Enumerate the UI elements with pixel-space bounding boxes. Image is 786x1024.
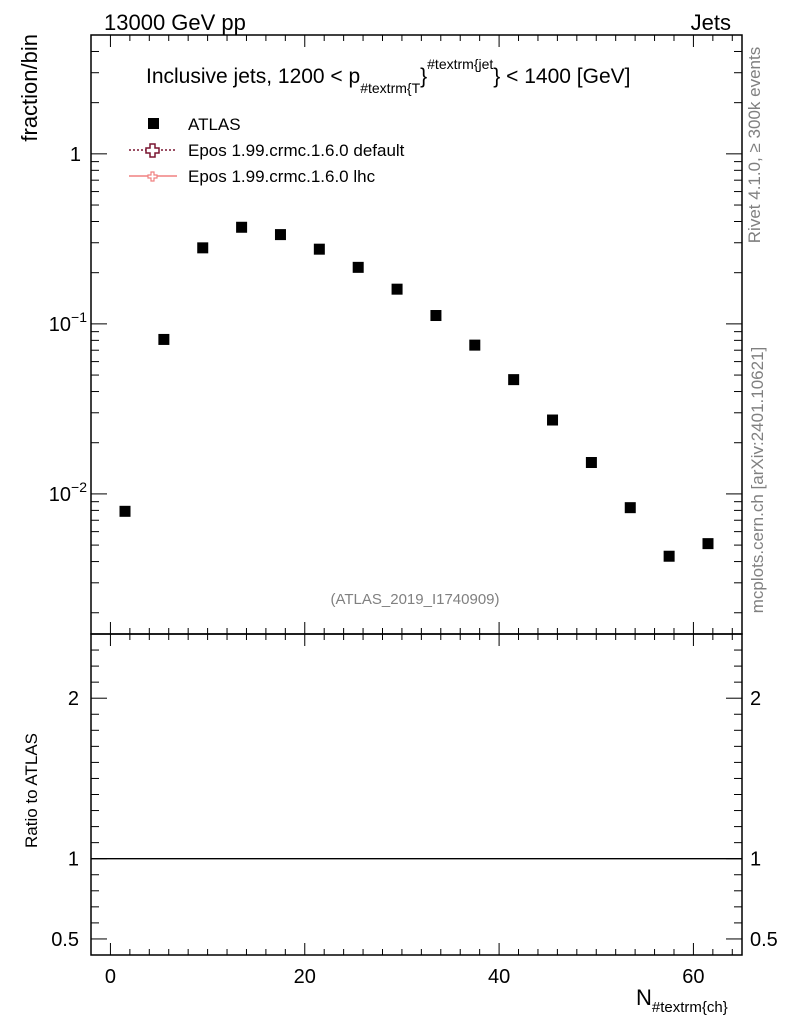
y-axis-label-top: fraction/bin bbox=[17, 34, 42, 142]
y-tick-label-top: 1 bbox=[70, 144, 81, 166]
y-tick-label-bottom-right: 1 bbox=[750, 849, 761, 871]
legend-marker-epos-lhc bbox=[147, 171, 158, 182]
x-tick-label: 20 bbox=[294, 966, 316, 988]
data-point-atlas bbox=[274, 229, 286, 241]
x-tick-label: 0 bbox=[105, 966, 116, 988]
data-point-atlas bbox=[158, 333, 170, 345]
rivet-label: Rivet 4.1.0, ≥ 300k events bbox=[745, 47, 764, 243]
mcplots-label: mcplots.cern.ch [arXiv:2401.10621] bbox=[748, 347, 767, 613]
data-point-atlas bbox=[469, 339, 481, 351]
data-point-atlas bbox=[236, 221, 248, 233]
legend-label-epos-lhc: Epos 1.99.crmc.1.6.0 lhc bbox=[188, 167, 376, 186]
y-axis-ticks-top: 1 10−1 10−2 bbox=[49, 34, 742, 614]
y-tick-label-bottom-right: 2 bbox=[750, 688, 761, 710]
x-axis-ticks: 0 20 40 60 bbox=[105, 35, 733, 988]
legend-entry-epos-lhc: Epos 1.99.crmc.1.6.0 lhc bbox=[129, 167, 376, 186]
data-point-atlas bbox=[352, 261, 364, 273]
y-tick-label-top: 10−1 bbox=[49, 309, 87, 336]
data-point-atlas bbox=[624, 502, 636, 514]
y-tick-label-bottom-left: 1 bbox=[68, 849, 79, 871]
legend: ATLAS Epos 1.99.crmc.1.6.0 default Epos … bbox=[129, 115, 405, 186]
legend-label-atlas: ATLAS bbox=[188, 115, 241, 134]
y-tick-label-bottom-left: 0.5 bbox=[51, 929, 79, 951]
header-category: Jets bbox=[691, 10, 731, 35]
y-tick-label-top: 10−2 bbox=[49, 479, 87, 506]
header-energy: 13000 GeV pp bbox=[104, 10, 246, 35]
data-point-atlas bbox=[585, 457, 597, 469]
data-point-atlas bbox=[430, 310, 442, 322]
legend-entry-atlas: ATLAS bbox=[148, 115, 241, 134]
data-point-atlas bbox=[197, 242, 209, 254]
legend-label-epos-default: Epos 1.99.crmc.1.6.0 default bbox=[188, 141, 405, 160]
data-point-atlas bbox=[547, 414, 559, 426]
y-tick-label-bottom-right: 0.5 bbox=[750, 929, 778, 951]
legend-entry-epos-default: Epos 1.99.crmc.1.6.0 default bbox=[129, 141, 405, 160]
data-point-atlas bbox=[508, 374, 520, 386]
y-tick-label-bottom-left: 2 bbox=[68, 688, 79, 710]
data-point-atlas bbox=[702, 538, 714, 550]
x-axis-label: N#textrm{ch} bbox=[636, 985, 728, 1016]
data-point-atlas bbox=[119, 505, 131, 517]
data-point-atlas bbox=[391, 283, 403, 295]
atlas-data-series bbox=[119, 221, 714, 562]
analysis-id: (ATLAS_2019_I1740909) bbox=[330, 591, 499, 608]
y-axis-label-bottom: Ratio to ATLAS bbox=[22, 733, 41, 848]
y-axis-ticks-bottom: 2 2 1 1 0.5 0.5 bbox=[51, 633, 778, 956]
chart-title: Inclusive jets, 1200 < p#textrm{T}#textr… bbox=[146, 56, 630, 96]
legend-marker-epos-default bbox=[145, 143, 160, 158]
x-tick-label: 60 bbox=[682, 966, 704, 988]
data-point-atlas bbox=[663, 550, 675, 562]
data-point-atlas bbox=[313, 243, 325, 255]
legend-marker-atlas bbox=[148, 118, 159, 129]
x-tick-label: 40 bbox=[488, 966, 510, 988]
ratio-plot-frame bbox=[90, 633, 743, 956]
